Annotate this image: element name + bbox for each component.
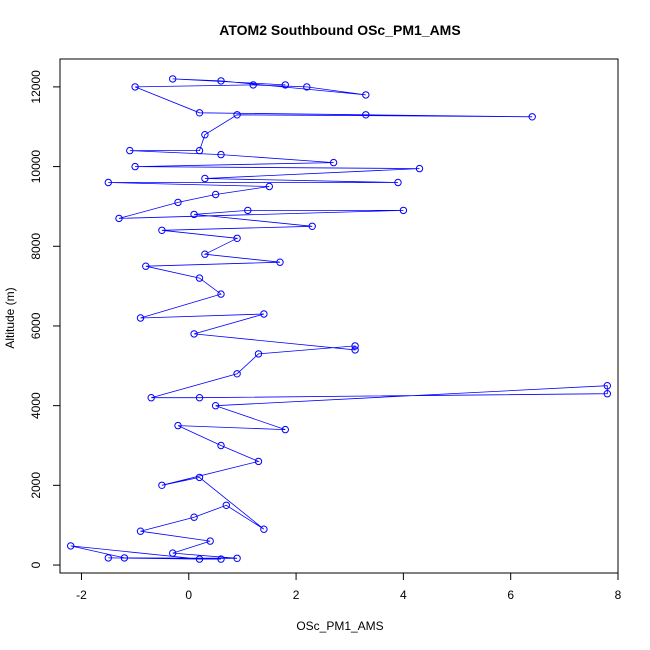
data-point [67, 542, 75, 550]
data-point [217, 77, 225, 85]
data-point [190, 330, 198, 338]
data-point [120, 554, 129, 562]
data-point [281, 81, 289, 89]
data-point [233, 234, 241, 243]
data-point [222, 501, 231, 509]
data-point [158, 481, 166, 489]
data-point [195, 394, 204, 402]
series-line [70, 78, 608, 560]
data-point [169, 75, 177, 83]
data-point [142, 262, 150, 270]
data-point [115, 214, 123, 223]
data-point [169, 549, 177, 557]
data-point [217, 290, 225, 298]
data-point [195, 109, 204, 117]
data-point [329, 158, 338, 167]
data-point [147, 394, 155, 402]
x-axis: -2 0 2 4 6 8 [76, 573, 622, 602]
chart-title: ATOM2 Southbound OSc_PM1_AMS [219, 22, 460, 38]
y-axis-label: Altitude (m) [3, 287, 17, 348]
data-point [104, 178, 113, 187]
x-axis-label: OSc_PM1_AMS [296, 619, 383, 633]
y-tick-label: 10000 [29, 150, 43, 184]
data-point [244, 206, 252, 215]
data-point [201, 131, 209, 139]
data-point [362, 111, 370, 119]
data-point [399, 206, 408, 215]
data-point [195, 473, 204, 482]
data-point [195, 555, 204, 563]
series-lines [70, 78, 608, 560]
data-point [217, 150, 225, 159]
data-point [308, 222, 316, 231]
data-point [281, 425, 289, 434]
data-point [249, 81, 257, 89]
data-point [351, 342, 359, 350]
y-tick-label: 0 [29, 561, 43, 568]
x-tick-label: 0 [185, 588, 192, 602]
y-tick-label: 2000 [29, 472, 43, 499]
data-point [136, 527, 145, 535]
data-point [190, 210, 198, 219]
data-point [254, 457, 263, 466]
x-tick-label: 6 [507, 588, 514, 602]
data-point [174, 198, 182, 207]
data-point [195, 146, 204, 155]
data-point [254, 350, 263, 358]
y-tick-label: 6000 [29, 312, 43, 339]
data-point [303, 83, 311, 91]
y-axis: 0 2000 4000 6000 8000 10000 12000 [29, 70, 60, 568]
y-tick-label: 12000 [29, 70, 43, 104]
data-point [217, 555, 225, 563]
data-point [603, 390, 611, 398]
series-points [67, 75, 611, 563]
data-point [233, 554, 241, 562]
data-point [260, 525, 268, 533]
data-point [217, 441, 225, 450]
plot-frame [59, 58, 619, 574]
data-point [206, 537, 214, 545]
data-point [211, 402, 220, 410]
data-point [528, 113, 536, 121]
data-point [415, 164, 424, 173]
data-point [158, 226, 166, 235]
x-tick-label: 8 [615, 588, 622, 602]
data-point [351, 346, 359, 354]
data-point [260, 310, 268, 318]
data-point [104, 554, 113, 562]
data-point [233, 370, 241, 378]
x-tick-label: -2 [76, 588, 87, 602]
data-point [233, 111, 241, 119]
data-point [276, 258, 284, 266]
data-point [201, 250, 209, 258]
data-point [126, 146, 134, 155]
data-point [131, 162, 139, 171]
data-point [136, 314, 145, 322]
data-point [174, 421, 182, 430]
data-point [201, 174, 209, 183]
data-point [603, 382, 611, 390]
data-point [211, 190, 220, 199]
data-point [195, 274, 204, 282]
data-point [265, 182, 273, 191]
data-point [190, 513, 198, 521]
y-tick-label: 8000 [29, 233, 43, 260]
x-tick-label: 2 [293, 588, 300, 602]
data-point [394, 178, 402, 187]
x-tick-label: 4 [400, 588, 407, 602]
data-point [131, 83, 139, 91]
y-tick-label: 4000 [29, 392, 43, 419]
data-point [362, 91, 370, 99]
